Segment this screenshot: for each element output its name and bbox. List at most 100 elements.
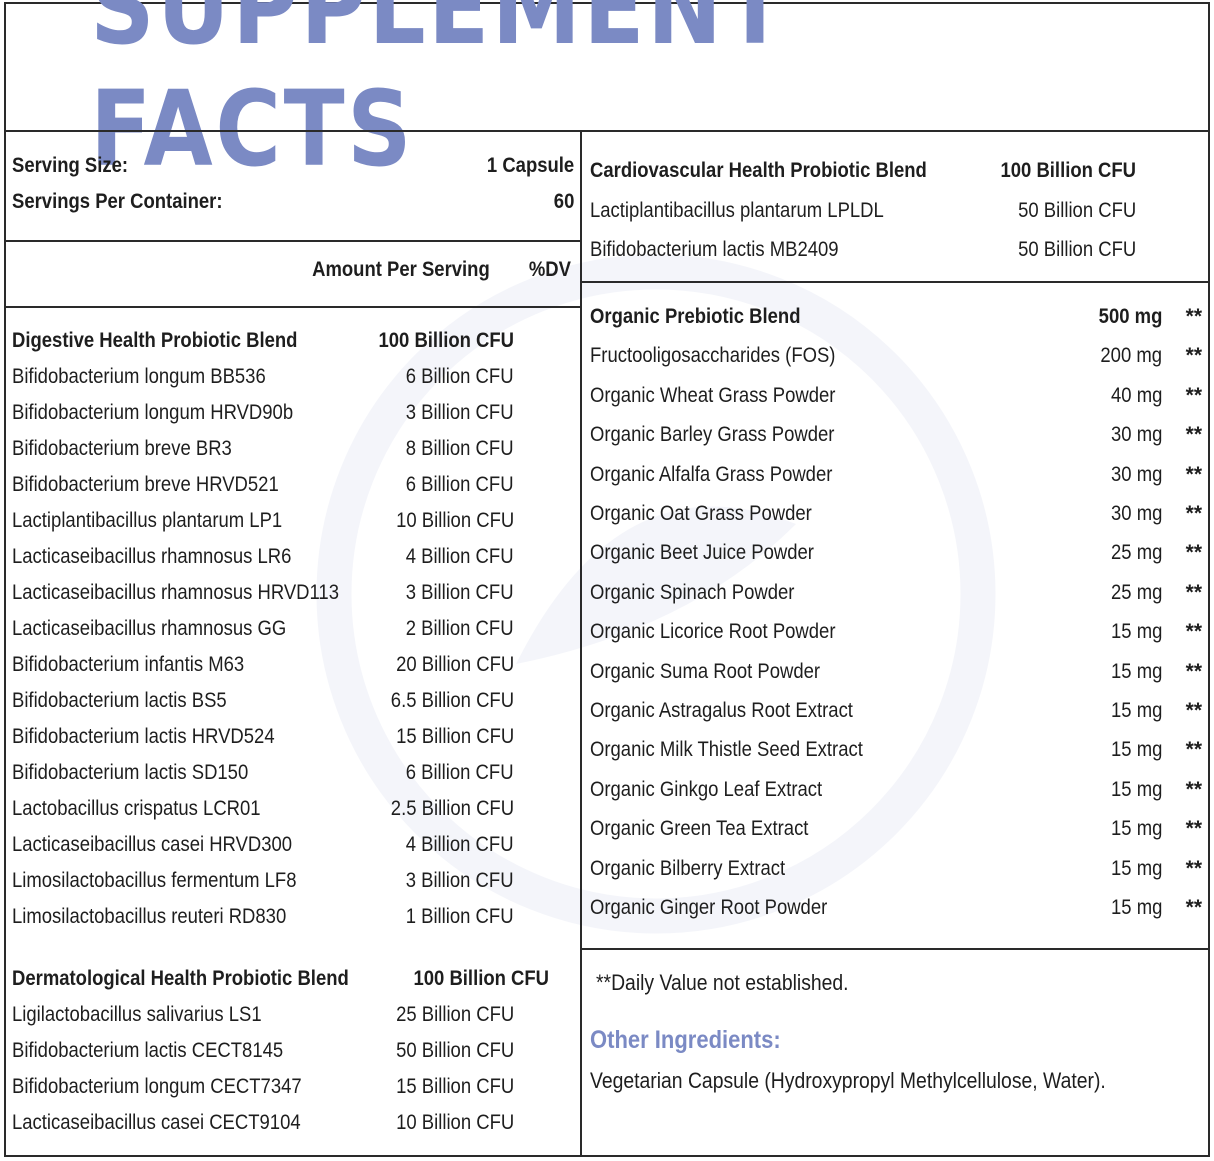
ingredient-amount: 15 mg (1110, 817, 1162, 841)
ingredient-amount: 10 Billion CFU (395, 509, 514, 532)
ingredient-row: Organic Oat Grass Powder 30 mg ** (590, 497, 1202, 531)
daily-value-marker: ** (1185, 777, 1202, 801)
ingredient-name: Organic Ginkgo Leaf Extract (590, 777, 823, 801)
ingredient-row: Organic Green Tea Extract 15 mg ** (590, 812, 1202, 846)
servings-per-container-row: Servings Per Container: 60 (12, 190, 574, 214)
ingredient-name: Bifidobacterium breve BR3 (12, 437, 232, 460)
daily-value-marker: ** (1185, 580, 1202, 604)
ingredient-amount: 30 mg (1110, 423, 1162, 447)
dv-header: %DV (529, 258, 572, 281)
ingredient-amount: 20 Billion CFU (395, 653, 514, 676)
ingredient-row: Bifidobacterium lactis HRVD524 15 Billion… (12, 720, 514, 754)
ingredient-amount: 6 Billion CFU (406, 365, 514, 388)
ingredient-amount: 15 Billion CFU (395, 725, 514, 748)
ingredient-name: Lactiplantibacillus plantarum LPLDL (590, 198, 884, 222)
daily-value-marker: ** (1185, 659, 1202, 683)
ingredient-row: Limosilactobacillus reuteri RD830 1 Billi… (12, 900, 514, 934)
ingredient-row: Organic Bilberry Extract 15 mg ** (590, 852, 1202, 886)
ingredient-amount: 3 Billion CFU (406, 581, 514, 604)
ingredient-row: Lacticaseibacillus rhamnosus LR6 4 Billio… (12, 540, 514, 574)
ingredient-row: Bifidobacterium longum HRVD90b 3 Billion … (12, 396, 514, 430)
ingredient-amount: 3 Billion CFU (406, 869, 514, 892)
blend-amount: 100 Billion CFU (413, 967, 549, 990)
ingredient-row: Organic Milk Thistle Seed Extract 15 mg ** (590, 733, 1202, 767)
ingredient-amount: 6.5 Billion CFU (390, 689, 514, 712)
ingredient-name: Lacticaseibacillus casei HRVD300 (12, 833, 293, 856)
ingredient-row: Lacticaseibacillus rhamnosus HRVD113 3 Bi… (12, 576, 514, 610)
ingredient-name: Bifidobacterium lactis BS5 (12, 689, 227, 712)
ingredient-name: Organic Bilberry Extract (590, 856, 786, 880)
ingredient-amount: 25 mg (1110, 541, 1162, 565)
ingredient-row: Fructooligosaccharides (FOS) 200 mg ** (590, 339, 1202, 373)
ingredient-name: Bifidobacterium lactis HRVD524 (12, 725, 275, 748)
daily-value-footnote: **Daily Value not established. (596, 970, 849, 995)
column-headers: Amount Per Serving %DV (12, 258, 574, 282)
ingredient-amount: 15 mg (1110, 738, 1162, 762)
ingredient-name: Lactiplantibacillus plantarum LP1 (12, 509, 283, 532)
ingredient-amount: 15 mg (1110, 659, 1162, 683)
ingredient-amount: 6 Billion CFU (406, 761, 514, 784)
daily-value-marker: ** (1185, 383, 1202, 407)
ingredient-row: Organic Beet Juice Powder 25 mg ** (590, 536, 1202, 570)
ingredient-amount: 15 mg (1110, 699, 1162, 722)
blend-amount: 100 Billion CFU (1000, 159, 1136, 182)
ingredient-amount: 40 mg (1110, 383, 1162, 407)
ingredient-name: Organic Suma Root Powder (590, 659, 821, 683)
daily-value-marker: ** (1185, 423, 1202, 447)
ingredient-row: Bifidobacterium longum BB536 6 Billion CF… (12, 360, 514, 394)
ingredient-name: Organic Oat Grass Powder (590, 502, 812, 525)
ingredient-row: Bifidobacterium lactis BS5 6.5 Billion CF… (12, 684, 514, 718)
serving-size-label: Serving Size: (12, 154, 129, 177)
column-divider (580, 130, 582, 1155)
ingredient-name: Limosilactobacillus fermentum LF8 (12, 869, 297, 892)
blend-header-row: Digestive Health Probiotic Blend 100 Bill… (12, 324, 514, 358)
daily-value-marker: ** (1185, 620, 1202, 644)
ingredient-name: Bifidobacterium breve HRVD521 (12, 473, 279, 496)
ingredient-row: Organic Spinach Powder 25 mg ** (590, 576, 1202, 610)
ingredient-name: Organic Barley Grass Powder (590, 423, 835, 447)
ingredient-name: Ligilactobacillus salivarius LS1 (12, 1003, 262, 1026)
ingredient-amount: 3 Billion CFU (406, 401, 514, 424)
serving-size-value: 1 Capsule (486, 154, 574, 177)
ingredient-amount: 50 Billion CFU (1017, 238, 1136, 261)
header-divider (6, 306, 581, 308)
ingredient-row: Bifidobacterium breve BR3 8 Billion CFU (12, 432, 514, 466)
daily-value-marker: ** (1185, 699, 1202, 722)
daily-value-marker: ** (1185, 305, 1202, 328)
ingredient-row: Bifidobacterium infantis M63 20 Billion C… (12, 648, 514, 682)
ingredient-row: Lacticaseibacillus rhamnosus GG 2 Billion… (12, 612, 514, 646)
ingredient-row: Bifidobacterium breve HRVD521 6 Billion C… (12, 468, 514, 502)
supplement-facts-panel: SUPPLEMENT FACTS Serving Size: 1 Capsule… (4, 0, 1210, 1157)
daily-value-marker: ** (1185, 541, 1202, 565)
ingredient-amount: 50 Billion CFU (395, 1039, 514, 1062)
ingredient-row: Lactiplantibacillus plantarum LP1 10 Bill… (12, 504, 514, 538)
ingredient-name: Organic Milk Thistle Seed Extract (590, 738, 863, 762)
ingredient-row: Lactiplantibacillus plantarum LPLDL 50 Bi… (590, 194, 1136, 228)
ingredient-name: Limosilactobacillus reuteri RD830 (12, 905, 287, 928)
blend-amount: 500 mg (1098, 305, 1162, 328)
ingredient-amount: 25 mg (1110, 580, 1162, 604)
ingredient-name: Lacticaseibacillus rhamnosus GG (12, 617, 287, 640)
serving-size-row: Serving Size: 1 Capsule (12, 154, 574, 178)
ingredient-name: Bifidobacterium infantis M63 (12, 653, 245, 676)
ingredient-row: Bifidobacterium lactis MB2409 50 Billion … (590, 233, 1136, 267)
other-ingredients-text: Vegetarian Capsule (Hydroxypropyl Methyl… (590, 1068, 1106, 1093)
blend-name: Dermatological Health Probiotic Blend (12, 967, 349, 990)
ingredient-amount: 15 mg (1110, 620, 1162, 644)
ingredient-name: Organic Wheat Grass Powder (590, 383, 836, 407)
blend-header-row: Dermatological Health Probiotic Blend 100… (12, 962, 549, 996)
daily-value-marker: ** (1185, 856, 1202, 880)
title-divider (6, 130, 1208, 132)
ingredient-row: Lactobacillus crispatus LCR01 2.5 Billion… (12, 792, 514, 826)
ingredient-row: Bifidobacterium longum CECT7347 15 Billio… (12, 1070, 514, 1104)
ingredient-row: Bifidobacterium lactis SD150 6 Billion CF… (12, 756, 514, 790)
amount-per-serving-header: Amount Per Serving (312, 258, 491, 281)
ingredient-amount: 2.5 Billion CFU (390, 797, 514, 820)
prebiotic-divider (581, 948, 1208, 950)
blend-amount: 100 Billion CFU (378, 329, 514, 352)
ingredient-row: Organic Licorice Root Powder 15 mg ** (590, 615, 1202, 649)
ingredient-name: Organic Green Tea Extract (590, 817, 809, 841)
blend-header-row: Cardiovascular Health Probiotic Blend 100… (590, 154, 1136, 188)
ingredient-amount: 15 mg (1110, 777, 1162, 801)
ingredient-amount: 4 Billion CFU (406, 833, 514, 856)
